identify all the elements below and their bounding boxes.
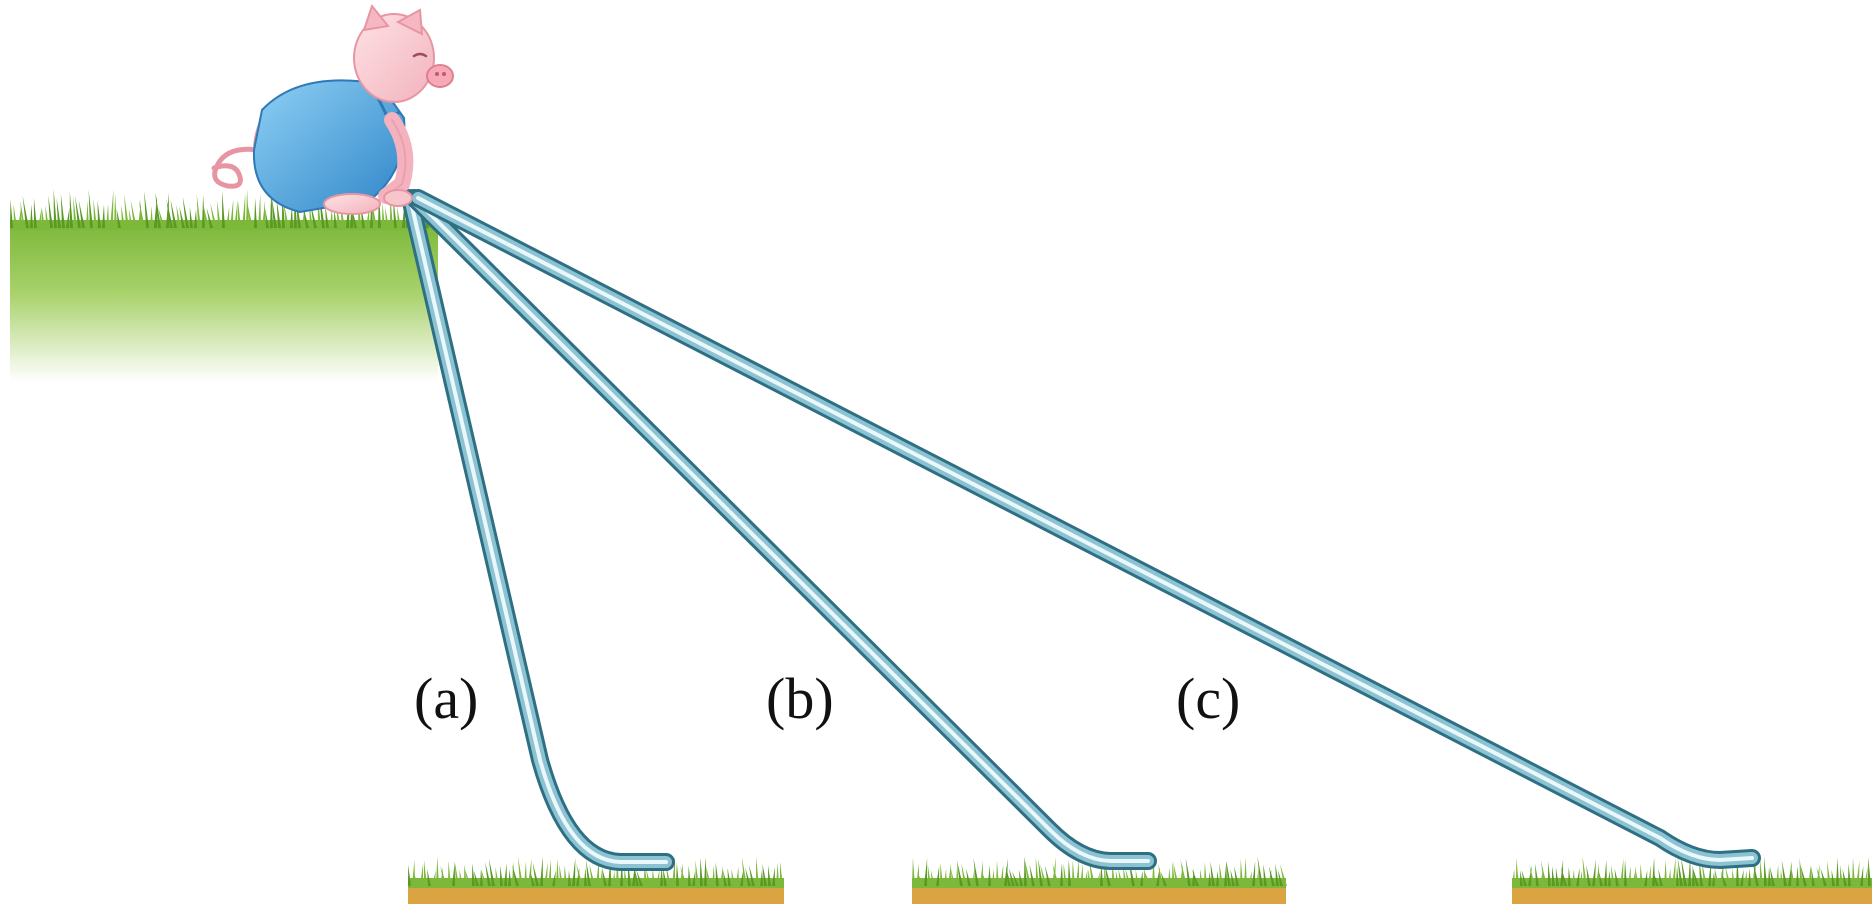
slide-a bbox=[401, 189, 675, 871]
pig-icon bbox=[211, 3, 454, 215]
slide-c bbox=[409, 189, 1761, 869]
slide-b bbox=[405, 189, 1157, 870]
landing-platform-c bbox=[1512, 856, 1872, 904]
label-a: (a) bbox=[414, 666, 478, 731]
landing-platform-a bbox=[408, 856, 784, 904]
label-c: (c) bbox=[1176, 666, 1240, 731]
label-b: (b) bbox=[766, 666, 834, 731]
landing-platform-b bbox=[912, 856, 1287, 904]
cliff-platform bbox=[10, 189, 438, 382]
